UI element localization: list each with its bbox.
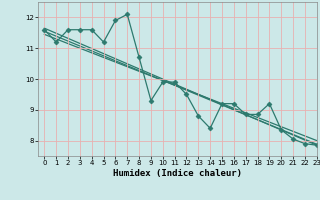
X-axis label: Humidex (Indice chaleur): Humidex (Indice chaleur) [113,169,242,178]
